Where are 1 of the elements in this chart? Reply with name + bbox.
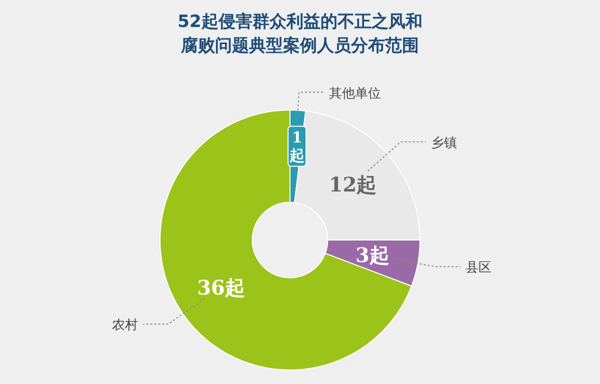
title: 52起侵害群众利益的不正之风和腐败问题典型案例人员分布范围: [176, 11, 424, 58]
